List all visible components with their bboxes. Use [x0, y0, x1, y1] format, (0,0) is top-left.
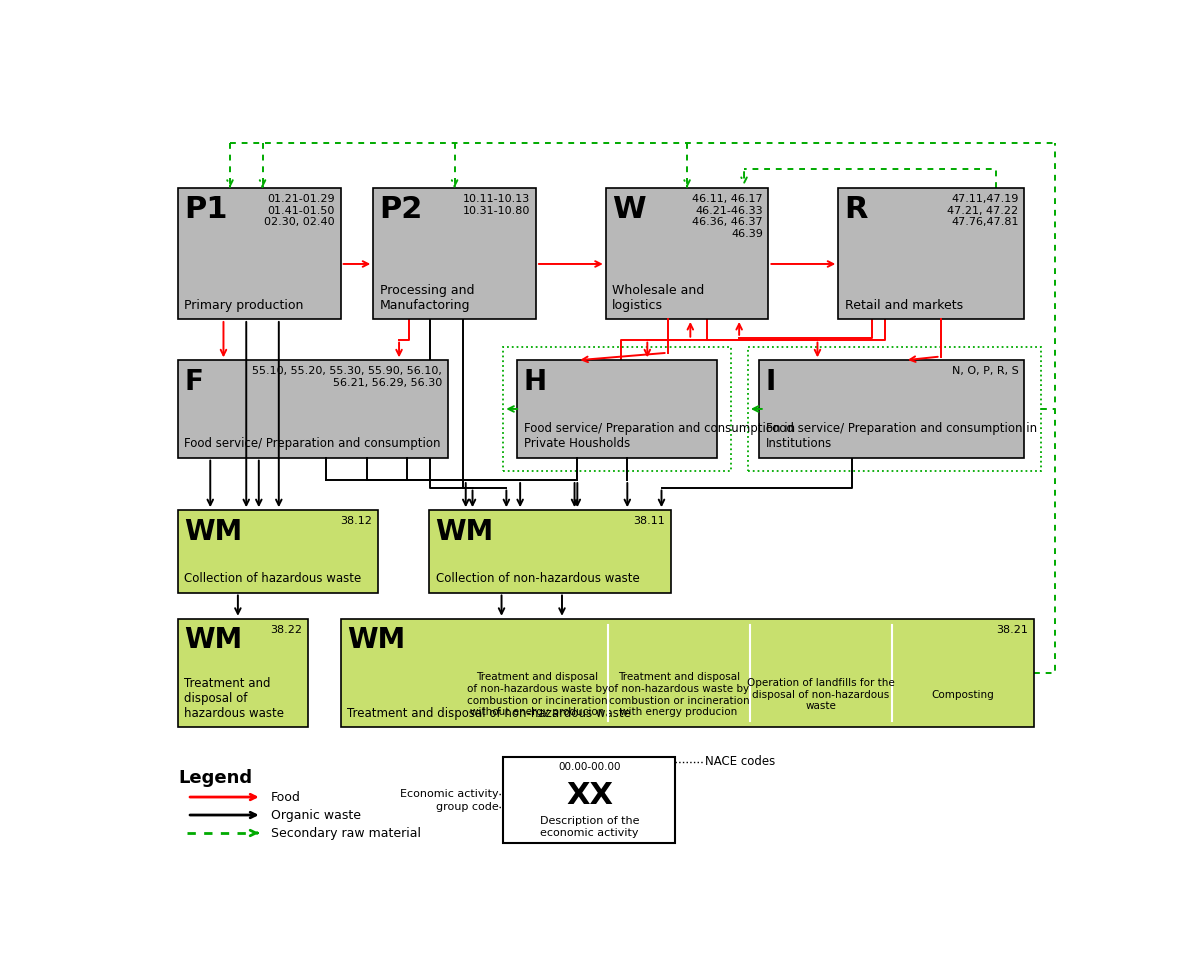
- Text: Primary production: Primary production: [185, 299, 304, 311]
- Text: Treatment and disposal
of non-hazardous waste by
combustion or incineration
with: Treatment and disposal of non-hazardous …: [608, 672, 750, 717]
- FancyBboxPatch shape: [430, 510, 671, 593]
- Text: Food service/ Preparation and consumption: Food service/ Preparation and consumptio…: [185, 437, 440, 450]
- Text: WM: WM: [185, 518, 242, 546]
- Text: 38.21: 38.21: [996, 625, 1028, 634]
- Text: Treatment and disposal of non-hazardous waste: Treatment and disposal of non-hazardous …: [347, 706, 631, 720]
- Text: Organic waste: Organic waste: [271, 809, 361, 821]
- Text: 10.11-10.13
10.31-10.80: 10.11-10.13 10.31-10.80: [463, 194, 530, 216]
- Text: Food service/ Preparation and consumption in
Institutions: Food service/ Preparation and consumptio…: [766, 422, 1037, 450]
- Text: WM: WM: [185, 627, 242, 654]
- FancyBboxPatch shape: [178, 188, 341, 319]
- Text: Economic activity: Economic activity: [400, 788, 499, 799]
- Text: Wholesale and
logistics: Wholesale and logistics: [612, 283, 704, 311]
- Text: Collection of non-hazardous waste: Collection of non-hazardous waste: [436, 572, 640, 585]
- Text: 47.11,47.19
47.21, 47.22
47.76,47.81: 47.11,47.19 47.21, 47.22 47.76,47.81: [948, 194, 1019, 227]
- Text: 38.11: 38.11: [634, 516, 665, 526]
- FancyBboxPatch shape: [504, 757, 676, 844]
- FancyBboxPatch shape: [760, 360, 1024, 457]
- Text: R: R: [845, 196, 869, 225]
- Text: 01.21-01.29
01.41-01.50
02.30, 02.40: 01.21-01.29 01.41-01.50 02.30, 02.40: [264, 194, 335, 227]
- Text: Treatment and
disposal of
hazardous waste: Treatment and disposal of hazardous wast…: [185, 677, 284, 720]
- Text: Description of the
economic activity: Description of the economic activity: [540, 816, 640, 838]
- Text: XX: XX: [566, 780, 613, 810]
- FancyBboxPatch shape: [606, 188, 768, 319]
- FancyBboxPatch shape: [178, 510, 378, 593]
- Text: 38.12: 38.12: [341, 516, 372, 526]
- Text: Operation of landfills for the
disposal of non-hazardous
waste: Operation of landfills for the disposal …: [746, 678, 895, 711]
- Text: Food: Food: [271, 790, 301, 804]
- FancyBboxPatch shape: [517, 360, 718, 457]
- Text: WM: WM: [347, 627, 406, 654]
- Text: WM: WM: [436, 518, 493, 546]
- Text: H: H: [524, 368, 547, 396]
- Text: group code: group code: [436, 803, 499, 812]
- Text: 00.00-00.00: 00.00-00.00: [558, 762, 620, 772]
- Text: Collection of hazardous waste: Collection of hazardous waste: [185, 572, 361, 585]
- Text: 46.11, 46.17
46.21-46.33
46.36, 46.37
46.39: 46.11, 46.17 46.21-46.33 46.36, 46.37 46…: [692, 194, 763, 238]
- Text: Composting: Composting: [931, 690, 994, 700]
- Text: Secondary raw material: Secondary raw material: [271, 826, 421, 840]
- Text: Retail and markets: Retail and markets: [845, 299, 962, 311]
- Text: F: F: [185, 368, 203, 396]
- Text: 38.22: 38.22: [270, 625, 302, 634]
- Text: Legend: Legend: [178, 769, 252, 786]
- FancyBboxPatch shape: [178, 360, 448, 457]
- Text: Treatment and disposal
of non-hazardous waste by
combustion or incineration
with: Treatment and disposal of non-hazardous …: [467, 672, 607, 717]
- Text: Processing and
Manufactoring: Processing and Manufactoring: [379, 283, 474, 311]
- FancyBboxPatch shape: [839, 188, 1024, 319]
- Text: I: I: [766, 368, 776, 396]
- FancyBboxPatch shape: [373, 188, 536, 319]
- Text: N, O, P, R, S: N, O, P, R, S: [952, 366, 1019, 377]
- Text: W: W: [612, 196, 646, 225]
- Text: Food service/ Preparation and consumption in
Private Housholds: Food service/ Preparation and consumptio…: [524, 422, 794, 450]
- Text: P1: P1: [185, 196, 228, 225]
- FancyBboxPatch shape: [341, 619, 1033, 728]
- FancyBboxPatch shape: [178, 619, 308, 728]
- Text: NACE codes: NACE codes: [706, 755, 775, 769]
- Text: P2: P2: [379, 196, 424, 225]
- Text: 55.10, 55.20, 55.30, 55.90, 56.10,
56.21, 56.29, 56.30: 55.10, 55.20, 55.30, 55.90, 56.10, 56.21…: [252, 366, 442, 388]
